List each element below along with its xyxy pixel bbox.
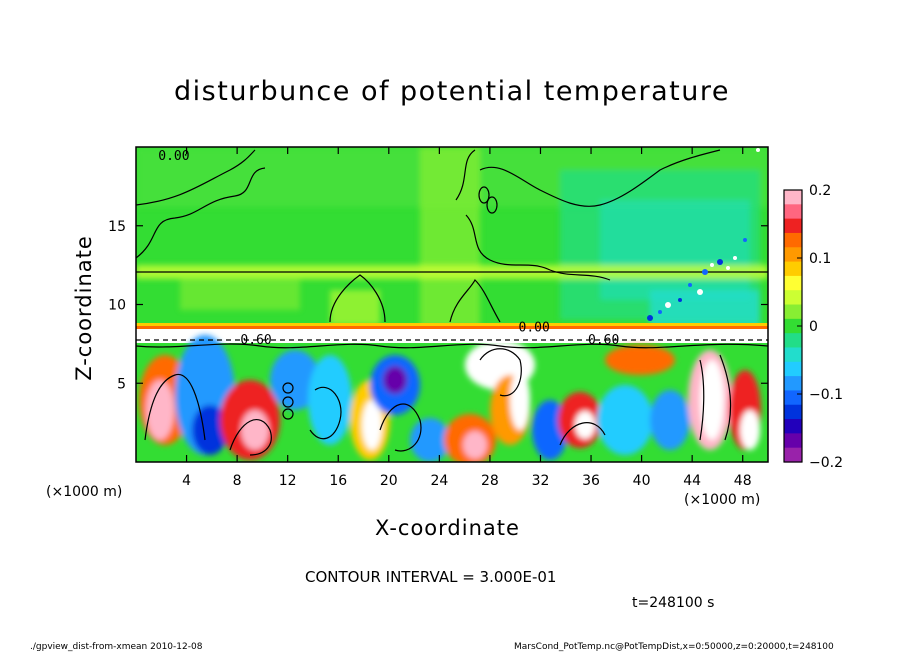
x-tick-label: 28 [481,473,499,489]
colorbar-segment [784,204,802,220]
colorbar-segment [784,318,802,334]
chart-title: disturbunce of potential temperature [174,76,730,107]
y-tick-label: 5 [117,376,126,392]
colorbar-tick-label: −0.1 [809,387,843,403]
colorbar-segment [784,447,802,463]
x-tick-label: 44 [683,473,701,489]
colorbar-tick-label: 0.2 [809,183,831,199]
colorbar-segment [784,247,802,263]
x-axis-label: X-coordinate [375,516,520,540]
x-tick-label: 36 [582,473,600,489]
y-axis-label: Z-coordinate [72,235,96,381]
x-tick-label: 16 [329,473,347,489]
colorbar-segment [784,304,802,320]
contour-value-label: 0.60 [240,333,271,348]
colorbar-tick-label: 0 [809,319,818,335]
contour-value-label: 0.60 [588,333,619,348]
colorbar-segment [784,404,802,420]
colorbar-tick-label: −0.2 [809,455,843,471]
x-tick-label: 24 [430,473,448,489]
x-unit-label-left: (×1000 m) [46,484,123,500]
colorbar-ticks: 0.2 0.1 0 −0.1 −0.2 [797,183,843,471]
y-tick-label: 15 [108,219,126,235]
colorbar-segment [784,333,802,349]
contour-interval-label: CONTOUR INTERVAL = 3.000E-01 [305,568,557,586]
contour-value-label: 0.00 [519,321,550,336]
x-tick-label: 20 [380,473,398,489]
contour-value-label: 0.00 [158,149,189,164]
colorbar-segment [784,433,802,449]
x-tick-label: 40 [633,473,651,489]
colorbar-segment [784,376,802,392]
time-label: t=248100 s [632,595,715,611]
colorbar-segment [784,232,802,248]
x-axis-ticks: 4 8 12 16 20 24 28 32 36 40 44 48 [182,147,752,489]
speckles [647,148,760,321]
y-axis-ticks: 5 10 15 [108,219,768,392]
contour-value-labels: 0.00 0.60 0.00 0.60 [158,149,619,348]
x-tick-label: 4 [182,473,191,489]
colorbar-segment [784,275,802,291]
footer-script-info: ./gpview_dist-from-xmean 2010-12-08 [30,642,203,652]
x-unit-label-right: (×1000 m) [684,492,761,508]
y-tick-label: 10 [108,298,126,314]
x-tick-label: 8 [233,473,242,489]
x-tick-label: 48 [734,473,752,489]
heatmap-field [136,147,768,462]
colorbar-segment [784,419,802,434]
colorbar-segment [784,218,802,234]
contour-lines [136,149,768,456]
x-tick-label: 32 [532,473,550,489]
colorbar-segment [784,347,802,363]
footer-data-source: MarsCond_PotTemp.nc@PotTempDist,x=0:5000… [514,642,834,652]
colorbar [783,189,803,463]
colorbar-segment [784,190,802,205]
x-tick-label: 12 [279,473,297,489]
colorbar-segment [784,361,802,377]
colorbar-segment [784,290,802,306]
colorbar-tick-label: 0.1 [809,251,831,267]
colorbar-segment [784,261,802,277]
colorbar-segment [784,390,802,406]
